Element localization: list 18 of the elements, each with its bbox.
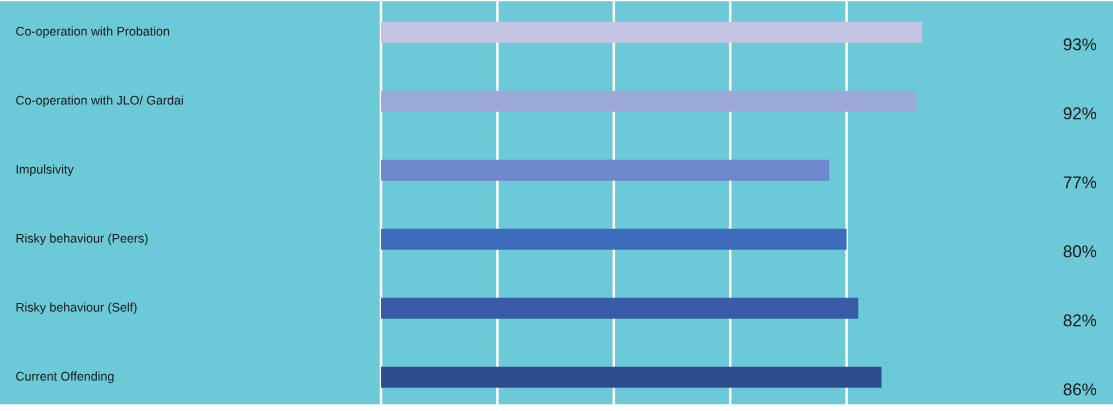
data-label: 80% <box>1063 245 1097 258</box>
y-tick-label: Impulsivity <box>16 164 74 177</box>
y-tick-label: Co-operation with Probation <box>16 26 170 39</box>
bar <box>381 90 917 112</box>
data-label: 86% <box>1063 383 1097 396</box>
y-tick-label: Risky behaviour (Peers) <box>16 233 148 246</box>
bar <box>381 366 882 388</box>
y-tick-label: Risky behaviour (Self) <box>16 302 137 315</box>
y-tick-label: Current Offending <box>16 371 114 384</box>
data-label: 93% <box>1063 38 1097 51</box>
bar <box>381 159 830 181</box>
data-label: 77% <box>1063 176 1097 189</box>
bar <box>381 297 859 319</box>
y-tick-label: Co-operation with JLO/ Gardai <box>16 95 183 108</box>
bar <box>381 21 923 43</box>
bar <box>381 228 847 250</box>
data-label: 92% <box>1063 107 1097 120</box>
data-label: 82% <box>1063 314 1097 327</box>
